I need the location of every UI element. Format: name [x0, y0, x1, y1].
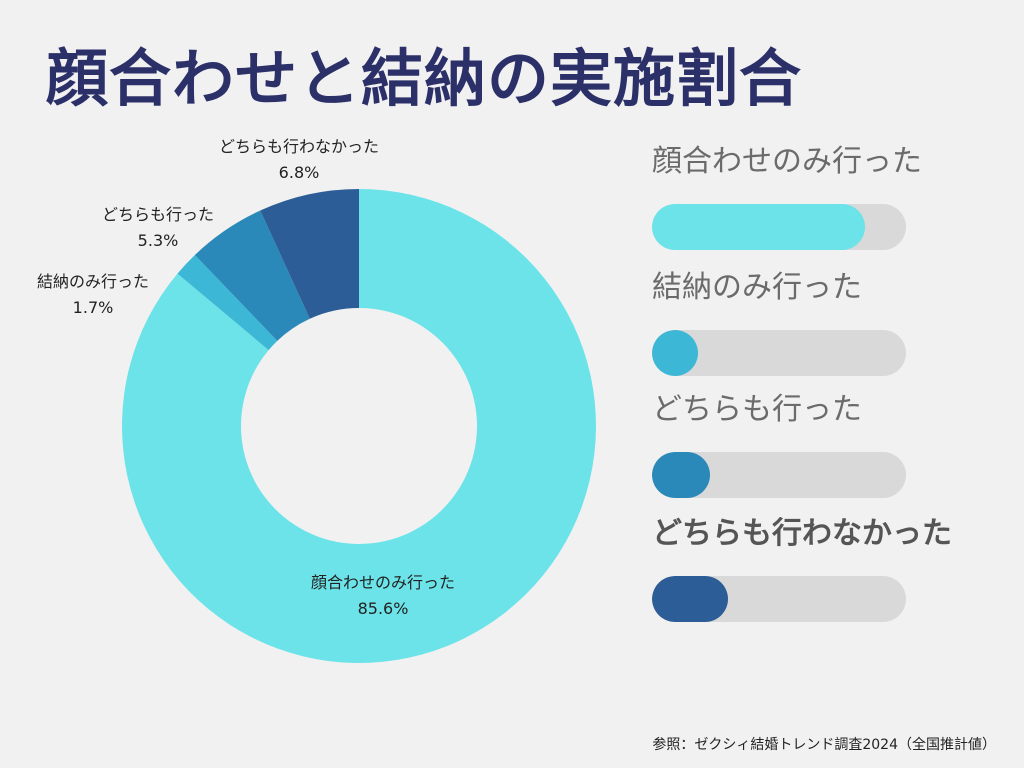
slice-value: 85.6% — [357, 599, 409, 618]
legend-bar-fill — [652, 330, 698, 376]
slice-name: 結納のみ行った — [36, 272, 149, 291]
slice-label-yuino-only: 結納のみ行った 1.7% — [18, 269, 168, 321]
slice-name: 顔合わせのみ行った — [310, 573, 455, 592]
slice-label-face-meeting-only: 顔合わせのみ行った 85.6% — [288, 570, 478, 622]
slice-value: 5.3% — [137, 231, 179, 250]
slice-label-both: どちらも行った 5.3% — [78, 202, 238, 254]
legend-label: どちらも行わなかった — [652, 516, 952, 551]
legend-item-yuino-only: 結納のみ行った — [652, 268, 982, 376]
legend-bar-track — [652, 576, 906, 622]
legend-bar-fill — [652, 204, 866, 250]
slice-both — [194, 210, 310, 341]
slice-value: 6.8% — [278, 163, 320, 182]
legend-label: どちらも行った — [652, 392, 862, 427]
slice-yuino-only — [177, 255, 278, 351]
legend-bar-track — [652, 204, 906, 250]
slice-value: 1.7% — [72, 298, 114, 317]
slice-neither — [260, 189, 359, 319]
legend-label: 結納のみ行った — [652, 270, 862, 305]
legend-bar-fill — [652, 452, 711, 498]
page-title: 顔合わせと結納の実施割合 — [46, 42, 803, 115]
slice-name: どちらも行った — [101, 205, 214, 224]
legend-item-face-meeting-only: 顔合わせのみ行った — [652, 142, 982, 250]
legend-item-both: どちらも行った — [652, 390, 982, 498]
legend-label: 顔合わせのみ行った — [652, 144, 922, 179]
slice-name: どちらも行わなかった — [218, 137, 379, 156]
legend-bar-fill — [652, 576, 729, 622]
legend-bar-track — [652, 330, 906, 376]
legend-bar-track — [652, 452, 906, 498]
slice-face-meeting-only — [121, 189, 596, 663]
slice-label-neither: どちらも行わなかった 6.8% — [194, 134, 404, 186]
legend-item-neither: どちらも行わなかった — [652, 514, 982, 622]
source-note: 参照：ゼクシィ結婚トレンド調査2024（全国推計値） — [652, 737, 996, 753]
